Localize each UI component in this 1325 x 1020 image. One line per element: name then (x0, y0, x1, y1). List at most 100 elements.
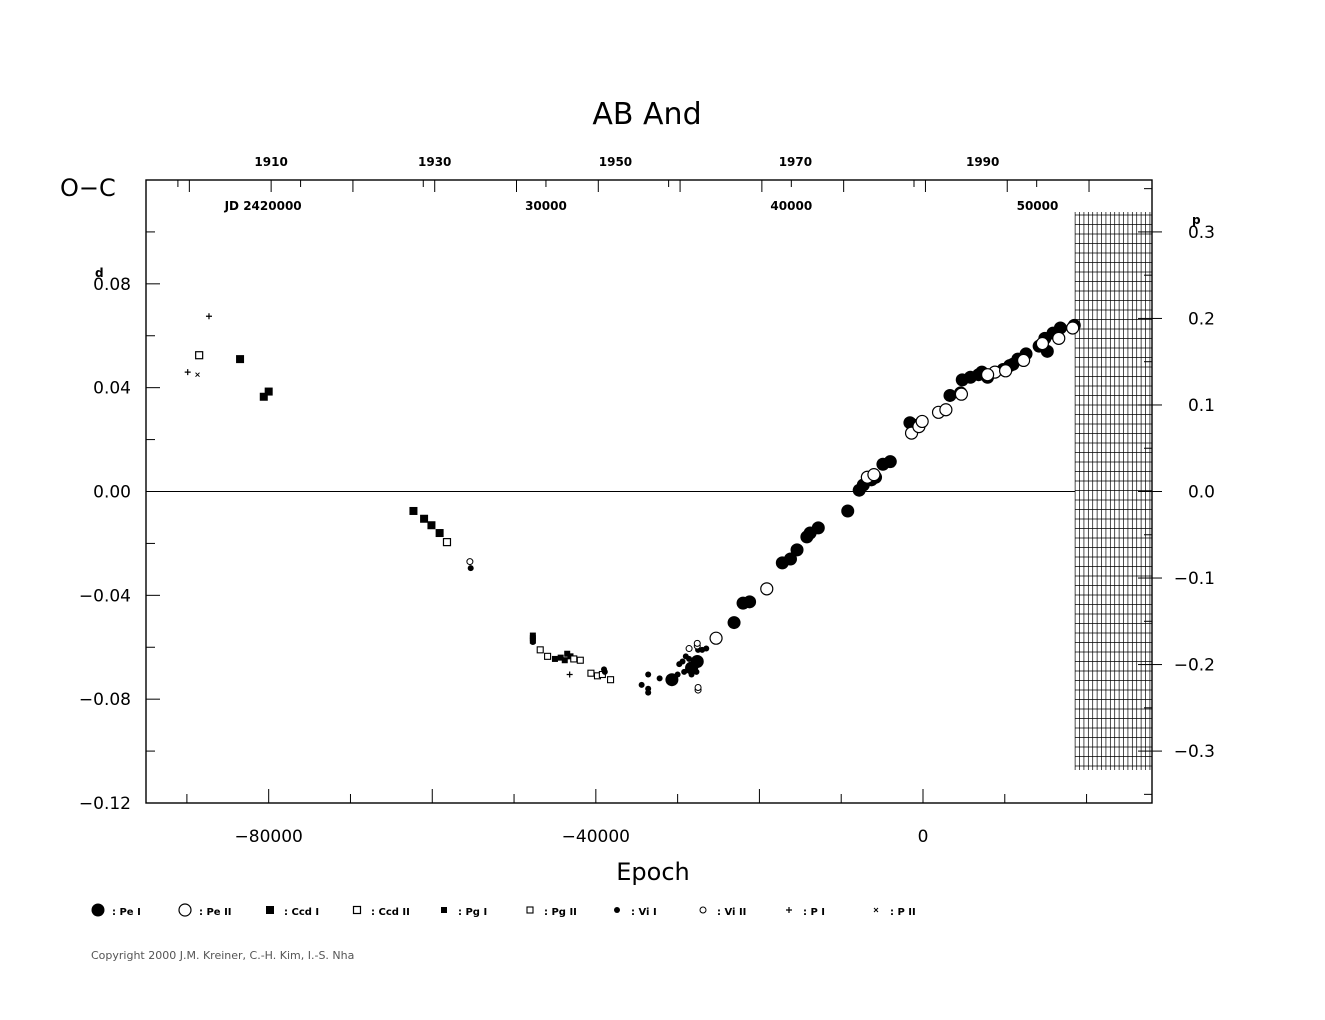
series-vi-ii (466, 558, 702, 694)
data-point (264, 387, 273, 396)
data-point (466, 558, 474, 566)
data-point (790, 543, 804, 557)
data-point (570, 655, 578, 663)
copyright-note: Copyright 2000 J.M. Kreiner, C.-H. Kim, … (91, 949, 355, 962)
data-point (760, 582, 774, 596)
data-point (681, 668, 688, 675)
data-point (645, 689, 652, 696)
legend-entry: : Ccd II (352, 905, 410, 918)
x-axis-label: Epoch (616, 858, 690, 886)
data-point (841, 504, 855, 518)
axis-ticks (146, 179, 1162, 804)
legend-symbol (699, 906, 707, 914)
data-point (607, 676, 615, 684)
data-point (435, 529, 444, 538)
series-p-ii (195, 372, 200, 378)
data-point (783, 552, 797, 566)
legend-entry: : Ccd I (266, 906, 319, 918)
x-tick-label: −40000 (562, 827, 630, 847)
year-label: 1990 (966, 155, 999, 169)
y-tick-label: 0.04 (93, 379, 131, 399)
series-ccd-ii (195, 351, 452, 547)
data-point (743, 595, 757, 609)
y-tick-label: −0.12 (79, 794, 131, 814)
data-point (205, 313, 212, 320)
series-pe-i (665, 318, 1081, 687)
y-axis-label: O−C (60, 174, 116, 202)
series-pg-i (529, 632, 574, 664)
data-point (692, 663, 699, 670)
legend-symbol (786, 907, 792, 913)
series-vi-i (467, 565, 710, 696)
year-label: 1930 (418, 155, 451, 169)
data-point (883, 455, 897, 469)
legend-label: : Pg I (458, 907, 487, 918)
legend-symbol (526, 906, 534, 914)
y2-tick-label: 0.2 (1188, 309, 1215, 329)
data-point (939, 403, 953, 417)
y2-tick-label: −0.2 (1174, 656, 1215, 676)
legend-symbol (873, 907, 879, 913)
data-point (195, 351, 204, 360)
data-point (420, 514, 429, 523)
legend-entry: : Pg II (526, 906, 577, 918)
data-point (576, 656, 584, 664)
data-point (688, 671, 695, 678)
data-points (184, 313, 1081, 696)
y-tick-label: −0.04 (79, 586, 131, 606)
data-point (557, 654, 564, 661)
data-point (529, 639, 536, 646)
legend-label: : Pg II (544, 907, 577, 918)
jd-label: JD 2420000 (224, 199, 302, 213)
legend-label: : P II (890, 907, 916, 918)
data-point (427, 521, 436, 530)
legend-entry: : Vi I (614, 907, 657, 918)
x-tick-label: −80000 (235, 827, 303, 847)
data-point (566, 671, 573, 678)
data-point (551, 655, 558, 662)
jd-label: 30000 (525, 199, 567, 213)
legend-label: : Ccd I (284, 907, 319, 918)
year-label: 1910 (254, 155, 287, 169)
data-point (693, 639, 701, 647)
series-ccd-i (236, 355, 444, 538)
legend-label: : Vi II (717, 907, 746, 918)
y-axis-label-group: O−C d (60, 174, 116, 280)
legend-label: : Pe I (112, 907, 141, 918)
series-pe-ii (709, 321, 1080, 645)
data-point (601, 666, 608, 673)
legend-symbol (91, 903, 105, 917)
series-p-i (184, 313, 573, 678)
data-point (561, 657, 568, 664)
data-point (685, 645, 693, 653)
data-point (981, 368, 995, 382)
data-point (564, 650, 571, 657)
legend-entry: : Vi II (699, 906, 746, 918)
y-tick-label: −0.08 (79, 690, 131, 710)
y2-tick-label: −0.1 (1174, 569, 1215, 589)
data-point (195, 372, 200, 378)
data-point (442, 538, 452, 547)
y-tick-label: 0.00 (93, 483, 131, 503)
data-point (703, 645, 710, 652)
y2-tick-label: 0.1 (1188, 396, 1215, 416)
jd-label: 50000 (1017, 199, 1059, 213)
data-point (1052, 331, 1066, 345)
data-point (693, 668, 700, 675)
data-point (536, 646, 544, 654)
data-point (544, 652, 552, 660)
data-point (259, 392, 268, 401)
y2-tick-label: −0.3 (1174, 742, 1215, 762)
legend: : Pe I: Pe II: Ccd I: Ccd II: Pg I: Pg I… (91, 903, 916, 918)
data-point (998, 364, 1013, 378)
data-point (867, 468, 881, 482)
data-point (679, 658, 686, 665)
legend-entry: : Pe I (91, 903, 141, 918)
data-point (587, 669, 595, 677)
legend-label: : Ccd II (371, 907, 410, 918)
y2-axis-unit: p (1192, 213, 1201, 227)
data-point (529, 632, 536, 639)
data-point (954, 387, 969, 401)
y2-tick-label: 0.0 (1188, 483, 1215, 503)
